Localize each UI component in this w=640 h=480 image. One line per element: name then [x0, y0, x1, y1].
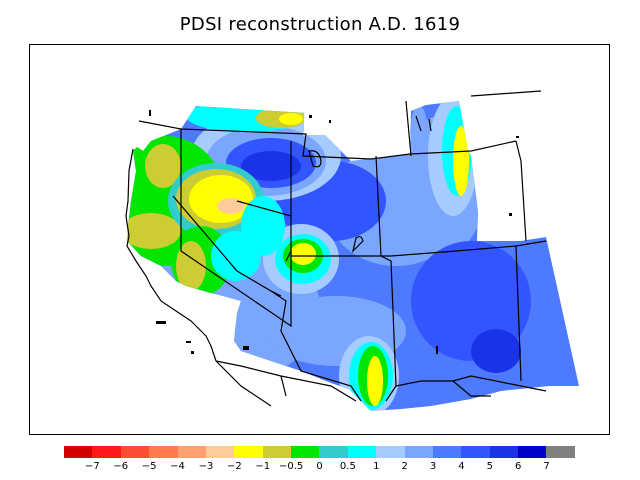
island — [186, 341, 191, 343]
colorbar-swatch — [404, 446, 433, 458]
pdsi-zone — [279, 113, 303, 125]
lake — [415, 115, 432, 132]
state-boundary — [395, 380, 491, 397]
colorbar-swatch — [149, 446, 178, 458]
lake — [351, 235, 364, 253]
colorbar-ticks: −7 −6 −5 −4 −3 −2 −1 −0.5 0 0.5 1 2 3 4 5 6 7 — [64, 461, 575, 475]
colorbar-tick-label: −5 — [141, 461, 157, 472]
pdsi-zone — [367, 356, 383, 406]
pdsi-map — [125, 90, 579, 411]
island — [309, 115, 312, 118]
pdsi-zone — [290, 243, 316, 265]
colorbar-swatch — [120, 446, 150, 458]
island — [436, 346, 438, 354]
pdsi-zone — [176, 241, 206, 291]
no-data-area — [471, 96, 546, 241]
state-boundary — [470, 90, 542, 242]
coastline — [215, 360, 287, 407]
colorbar-tick-label: 2 — [401, 461, 408, 472]
colorbar-tick-label: −0.5 — [278, 461, 304, 472]
colorbar-tick-label: 0.5 — [339, 461, 356, 472]
islands — [149, 110, 519, 354]
colorbar-tick-label: −6 — [113, 461, 129, 472]
map-title: PDSI reconstruction A.D. 1619 — [179, 14, 461, 35]
colorbar-swatch — [262, 446, 291, 458]
island — [509, 213, 512, 216]
colorbar-swatch — [518, 446, 547, 458]
pdsi-zone — [145, 144, 181, 188]
map-frame — [29, 44, 610, 435]
colorbar-swatch — [347, 446, 377, 458]
island — [329, 120, 331, 123]
state-boundary — [405, 100, 412, 157]
state-boundary — [172, 195, 282, 297]
colorbar-swatch — [92, 446, 121, 458]
colorbar-swatch — [489, 446, 518, 458]
colorbar-swatch — [234, 446, 263, 458]
pdsi-zone — [217, 198, 245, 214]
no-data-area — [304, 113, 349, 135]
state-boundary — [270, 290, 362, 402]
lake — [308, 150, 322, 168]
pdsi-zone — [453, 126, 469, 196]
colorbar-tick-label: −4 — [170, 461, 185, 472]
island — [149, 110, 151, 116]
colorbar-tick-label: −2 — [226, 461, 242, 472]
colorbar-tick-label: 5 — [486, 461, 494, 472]
state-boundary — [515, 245, 522, 382]
pdsi-zone — [471, 329, 521, 373]
island — [191, 351, 194, 354]
colorbar-swatch — [177, 446, 206, 458]
pdsi-zone — [127, 213, 181, 249]
colorbar-tick-label: −3 — [198, 461, 214, 472]
pdsi-zone — [241, 151, 301, 181]
boundaries — [125, 90, 547, 407]
colorbar-swatch — [546, 446, 575, 458]
colorbar-swatch — [461, 446, 490, 458]
island — [516, 136, 519, 138]
colorbar-tick-label: 6 — [515, 461, 522, 472]
colorbar-tick-label: 0 — [316, 461, 323, 472]
colorbar-tick-label: 4 — [458, 461, 465, 472]
colorbar-tick-label: 1 — [373, 461, 380, 472]
state-boundary — [375, 155, 397, 402]
state-boundary — [236, 200, 547, 257]
state-boundary — [180, 129, 292, 328]
colorbar-swatch — [432, 446, 462, 458]
colorbar-tick-label: 3 — [429, 461, 437, 472]
colorbar-tick-label: −1 — [255, 461, 271, 472]
pdsi-zone — [241, 196, 285, 256]
state-boundary — [138, 120, 517, 160]
colorbar — [64, 446, 575, 458]
colorbar-tick-label: −7 — [85, 461, 100, 472]
island — [156, 321, 166, 324]
colorbar-swatch — [376, 446, 405, 458]
state-boundary — [452, 375, 547, 392]
island — [243, 346, 249, 350]
colorbar-tick-label: 7 — [543, 461, 550, 472]
colorbar-swatch — [205, 446, 235, 458]
coastline — [125, 148, 217, 362]
colorbar-swatch — [319, 446, 348, 458]
colorbar-swatch — [291, 446, 320, 458]
colorbar-swatch — [64, 446, 93, 458]
